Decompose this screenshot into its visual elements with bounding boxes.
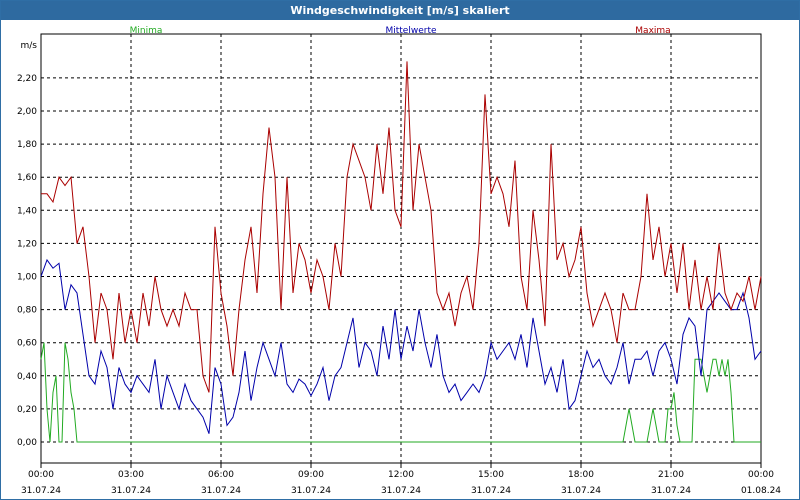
x-tick-time: 06:00: [208, 470, 234, 480]
y-tick-label: 2,00: [17, 107, 37, 117]
y-tick-label: 1,20: [17, 239, 37, 249]
series-layer: [40, 61, 762, 443]
y-tick-label: 0,60: [17, 339, 37, 349]
y-tick-label: 0,00: [17, 438, 37, 448]
x-tick-date: 01.08.24: [741, 486, 781, 496]
y-tick-label: 1,60: [17, 173, 37, 183]
x-tick-time: 15:00: [478, 470, 504, 480]
y-tick-label: 1,80: [17, 140, 37, 150]
y-tick-label: 0,40: [17, 372, 37, 382]
series-line-mittelwerte: [40, 258, 762, 434]
legend-mittelwerte: Mittelwerte: [385, 26, 436, 36]
x-tick-date: 31.07.24: [111, 486, 151, 496]
x-tick-time: 00:00: [748, 470, 774, 480]
legend-minima: Minima: [130, 26, 163, 36]
x-tick-date: 31.07.24: [471, 486, 511, 496]
y-axis-label: m/s: [21, 41, 38, 51]
y-tick-label: 0,80: [17, 306, 37, 316]
legend-maxima: Maxima: [635, 26, 670, 36]
y-tick-label: 0,20: [17, 405, 37, 415]
x-tick-time: 09:00: [298, 470, 324, 480]
y-tick-label: 1,00: [17, 273, 37, 283]
x-tick-time: 21:00: [658, 470, 684, 480]
x-tick-time: 00:00: [28, 470, 54, 480]
x-tick-time: 03:00: [118, 470, 144, 480]
x-tick-time: 12:00: [388, 470, 414, 480]
axes: 0,00 0,20 0,40 0,60 0,80 1,00 1,20 1,40 1,60 1,80…: [17, 41, 781, 496]
x-tick-date: 31.07.24: [21, 486, 61, 496]
line-chart: 0,00 0,20 0,40 0,60 0,80 1,00 1,20 1,40 1,60 1,80…: [17, 26, 781, 496]
y-tick-label: 2,20: [17, 74, 37, 84]
plot-frame: [40, 33, 762, 464]
x-tick-date: 31.07.24: [291, 486, 331, 496]
legend: Minima Mittelwerte Maxima: [130, 26, 671, 36]
series-line-maxima: [41, 61, 762, 393]
x-tick-date: 31.07.24: [651, 486, 691, 496]
x-tick-time: 18:00: [568, 470, 594, 480]
x-tick-date: 31.07.24: [381, 486, 421, 496]
gridlines: [40, 33, 762, 464]
x-tick-date: 31.07.24: [561, 486, 601, 496]
chart-title: Windgeschwindigkeit [m/s] skaliert: [1, 1, 799, 20]
x-tick-date: 31.07.24: [201, 486, 241, 496]
series-line-minima: [40, 342, 761, 443]
y-tick-label: 1,40: [17, 206, 37, 216]
